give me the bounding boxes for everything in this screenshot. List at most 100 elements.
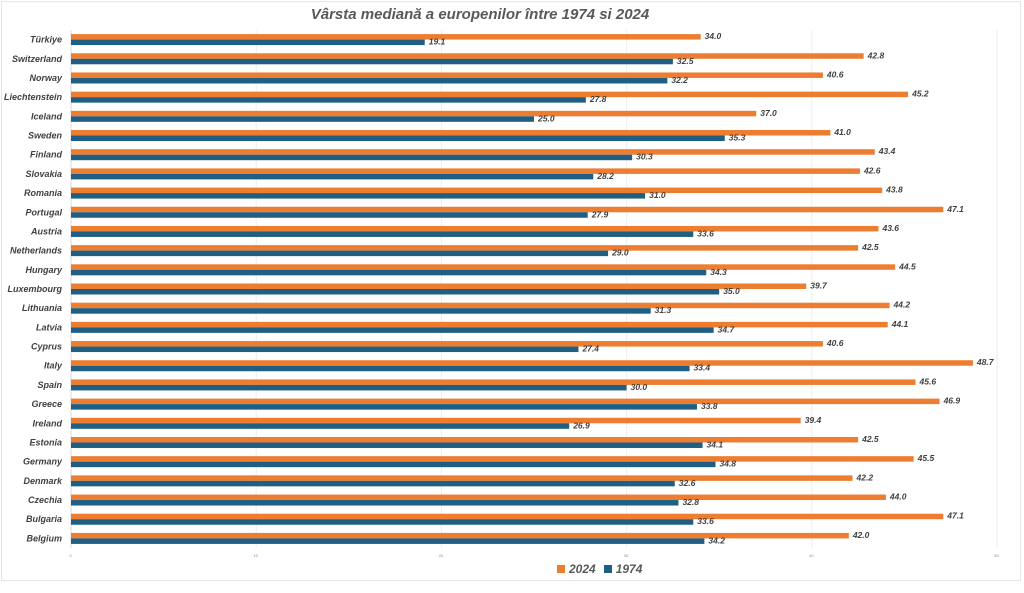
category-label: Luxembourg xyxy=(7,284,62,294)
bar-2024 xyxy=(71,398,940,405)
data-label-1974: 32.2 xyxy=(671,75,688,85)
bar-1974 xyxy=(71,404,697,410)
x-tick-label: 40. xyxy=(809,553,815,558)
bar-2024 xyxy=(71,302,890,309)
data-label-2024: 47.1 xyxy=(946,204,964,214)
legend-swatch-2024 xyxy=(557,565,565,573)
data-label-2024: 43.6 xyxy=(881,223,899,233)
bar-2024 xyxy=(71,417,801,424)
data-label-1974: 34.1 xyxy=(707,439,724,449)
legend: 2024 1974 xyxy=(557,562,642,576)
category-label: Austria xyxy=(30,226,62,236)
bar-1974 xyxy=(71,480,675,487)
bar-1974 xyxy=(71,173,594,180)
data-label-2024: 44.0 xyxy=(889,492,907,502)
category-label: Finland xyxy=(30,150,62,160)
x-tick-label: 10. xyxy=(253,553,259,558)
bar-2024 xyxy=(71,341,823,347)
category-label: Belgium xyxy=(26,533,62,543)
bar-1974 xyxy=(71,269,707,276)
data-label-1974: 30.3 xyxy=(636,152,653,162)
data-label-2024: 45.5 xyxy=(917,453,935,463)
x-tick-label: 30. xyxy=(624,553,630,558)
bar-2024 xyxy=(71,34,701,40)
data-label-2024: 42.8 xyxy=(867,50,885,60)
bar-1974 xyxy=(71,365,690,372)
data-label-2024: 44.5 xyxy=(898,261,916,271)
category-label: Estonia xyxy=(29,437,62,447)
data-label-2024: 44.1 xyxy=(891,319,909,329)
bar-1974 xyxy=(71,193,646,199)
bar-2024 xyxy=(71,360,973,366)
bar-1974 xyxy=(71,327,714,333)
x-tick-label: 0. xyxy=(69,553,72,558)
bar-1974 xyxy=(71,212,588,218)
category-label: Greece xyxy=(31,399,62,409)
bar-1974 xyxy=(71,154,633,161)
bar-2024 xyxy=(71,91,909,98)
data-label-1974: 30.0 xyxy=(631,382,648,392)
bar-1974 xyxy=(71,135,725,142)
bar-2024 xyxy=(71,456,914,462)
category-label: Lithuania xyxy=(22,303,62,313)
data-label-2024: 42.2 xyxy=(856,472,874,482)
bar-2024 xyxy=(71,206,944,213)
category-label: Ireland xyxy=(32,418,62,428)
category-label: Türkiye xyxy=(30,35,62,45)
bar-1974 xyxy=(71,39,425,46)
category-label: Sweden xyxy=(28,131,63,141)
category-label: Norway xyxy=(29,73,63,83)
data-label-1974: 27.9 xyxy=(591,209,609,219)
category-label: Netherlands xyxy=(10,246,62,256)
data-label-1974: 32.5 xyxy=(677,56,694,66)
data-label-2024: 39.4 xyxy=(805,415,822,425)
category-label: Denmark xyxy=(23,476,63,486)
legend-label-1974: 1974 xyxy=(615,562,643,576)
bar-2024 xyxy=(71,379,916,385)
data-label-2024: 34.0 xyxy=(705,31,722,41)
data-label-1974: 29.0 xyxy=(611,248,629,258)
data-label-2024: 41.0 xyxy=(833,127,851,137)
bar-2024 xyxy=(71,149,875,155)
category-label: Liechtenstein xyxy=(4,92,63,102)
data-label-1974: 34.7 xyxy=(718,324,736,334)
bar-2024 xyxy=(71,513,944,520)
category-label: Germany xyxy=(23,457,63,467)
data-label-2024: 45.6 xyxy=(919,376,937,386)
bar-2024 xyxy=(71,283,807,289)
data-label-1974: 32.6 xyxy=(679,478,696,488)
data-label-2024: 42.5 xyxy=(861,242,879,252)
data-label-2024: 47.1 xyxy=(946,511,964,521)
data-label-1974: 31.0 xyxy=(649,190,666,200)
bar-2024 xyxy=(71,187,883,194)
legend-swatch-1974 xyxy=(603,565,612,573)
category-label: Iceland xyxy=(31,111,63,121)
bar-2024 xyxy=(71,264,896,270)
data-label-2024: 40.6 xyxy=(826,69,844,79)
data-label-2024: 48.7 xyxy=(976,357,995,367)
bar-2024 xyxy=(71,130,831,136)
legend-item-2024: 2024 xyxy=(557,562,596,576)
data-label-2024: 44.2 xyxy=(893,300,911,310)
data-label-1974: 26.9 xyxy=(572,420,590,430)
bar-1974 xyxy=(71,308,651,314)
data-label-2024: 45.2 xyxy=(911,89,929,99)
data-label-1974: 33.4 xyxy=(694,363,711,373)
category-label: Italy xyxy=(44,361,63,371)
data-label-1974: 34.2 xyxy=(708,535,725,545)
data-label-1974: 27.8 xyxy=(589,94,607,104)
category-label: Spain xyxy=(37,380,62,390)
category-label: Portugal xyxy=(25,207,62,217)
data-label-1974: 31.3 xyxy=(655,305,672,315)
data-label-2024: 37.0 xyxy=(760,108,777,118)
category-label: Bulgaria xyxy=(26,514,62,524)
data-label-1974: 34.3 xyxy=(710,267,727,277)
legend-label-2024: 2024 xyxy=(569,562,596,576)
bar-2024 xyxy=(71,532,849,539)
bar-1974 xyxy=(71,461,716,468)
x-tick-label: 20. xyxy=(439,553,445,558)
bar-1974 xyxy=(71,384,627,391)
data-label-2024: 43.4 xyxy=(878,146,896,156)
data-label-1974: 34.8 xyxy=(719,459,736,469)
